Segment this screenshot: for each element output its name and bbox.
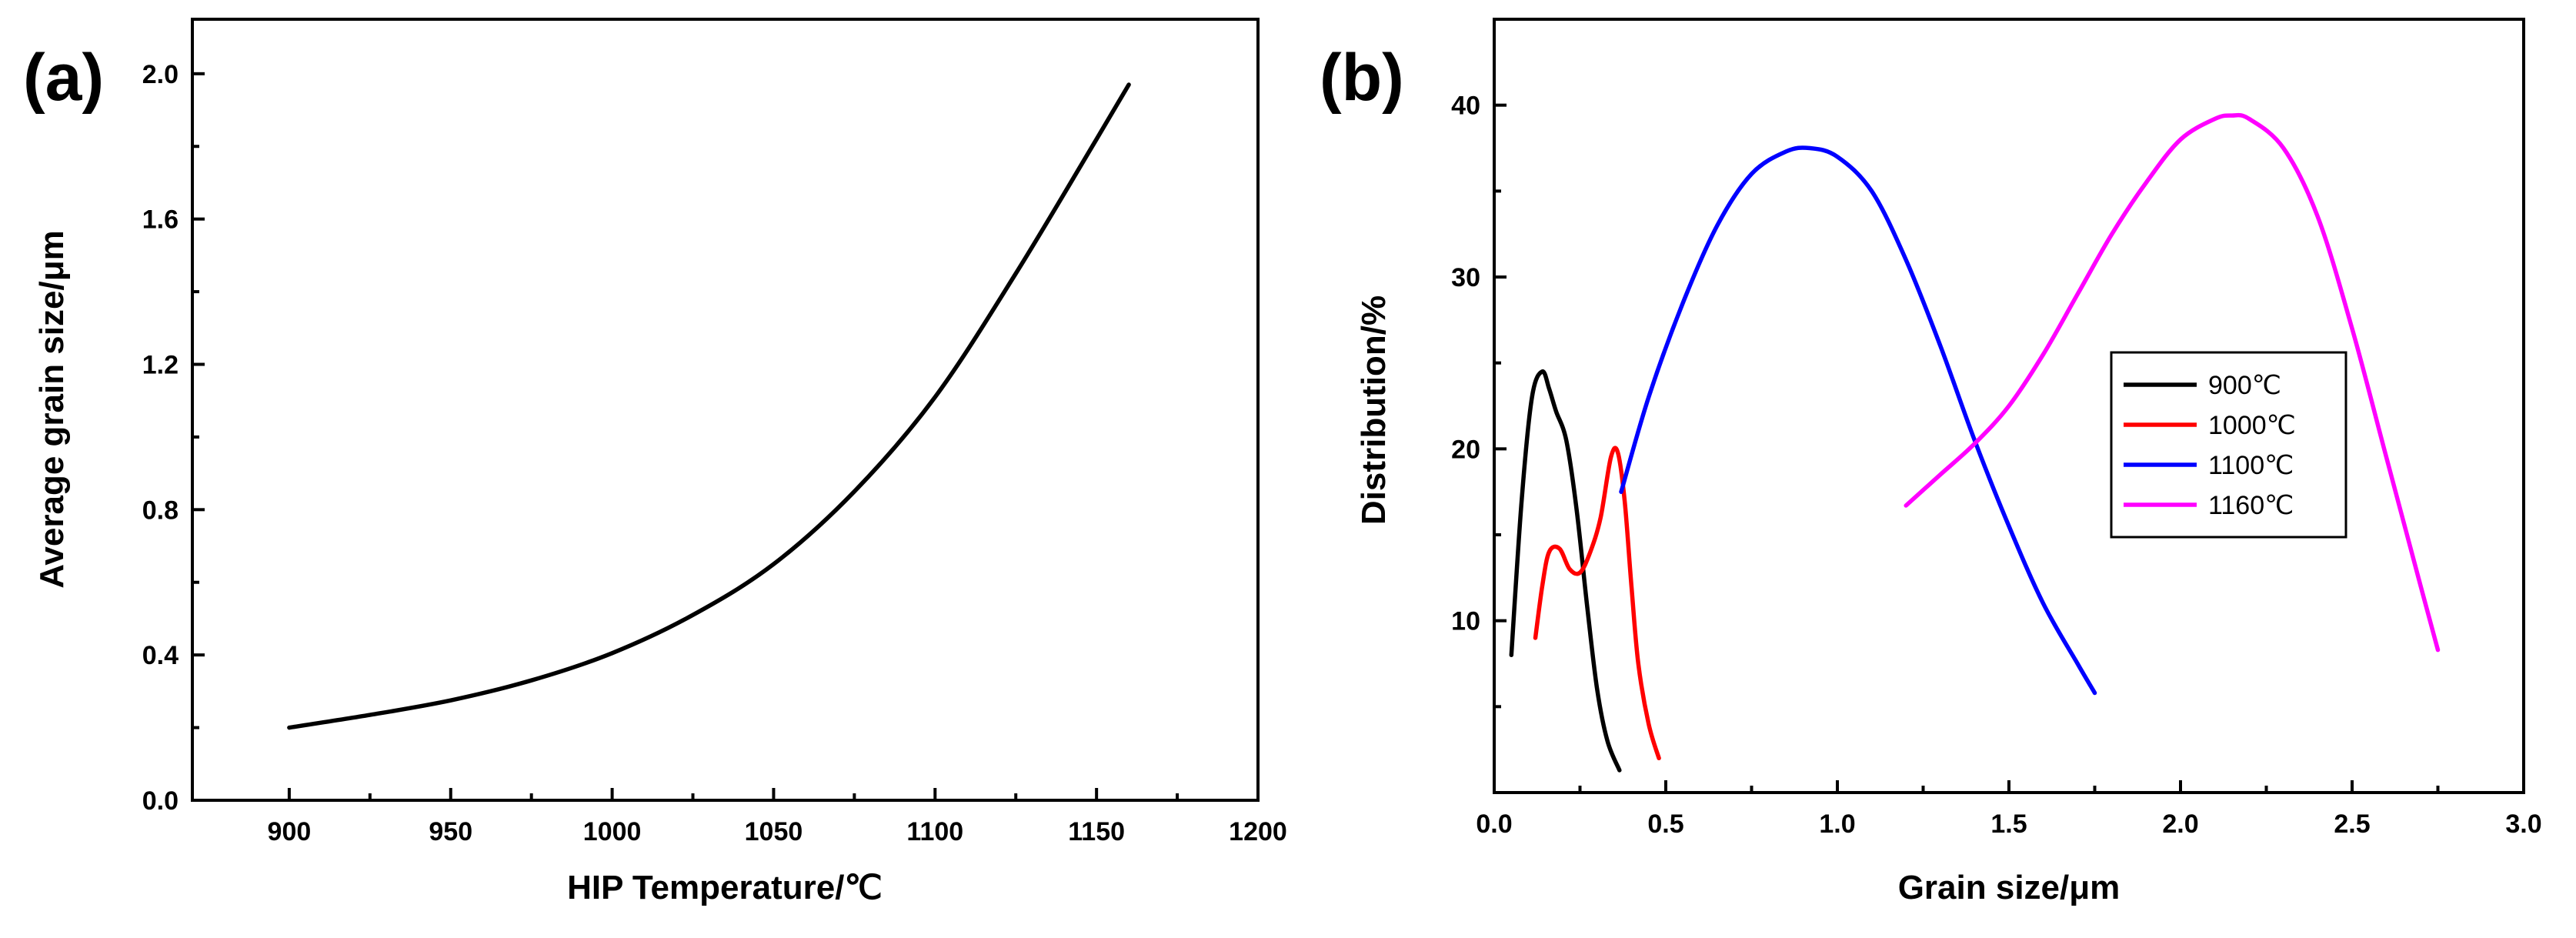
- panel-a-series-line-1: [287, 82, 1131, 730]
- panel-a: (a) 900 950 1000 1050 1100 1150 1200 0.0 0.4 0.8…: [23, 18, 1287, 906]
- panel-a-x-tick-label: 1100: [906, 817, 963, 846]
- panel-a-y-tick-label: 0.8: [142, 496, 179, 525]
- panel-a-x-tick-label: 950: [429, 817, 472, 846]
- panel-b-x-tick-label: 1.0: [1819, 809, 1855, 839]
- legend-label-2: 1000℃: [2208, 411, 2296, 440]
- panel-b-x-tick-label: 2.0: [2162, 809, 2198, 839]
- panel-a-x-tick-label: 1200: [1229, 817, 1287, 846]
- panel-a-y-tick-label: 2.0: [142, 60, 179, 89]
- panel-b-y-tick-label: 10: [1451, 607, 1480, 636]
- panel-b-y-axis-title: Distribution/%: [1355, 295, 1393, 525]
- panel-a-frame: [191, 18, 1260, 802]
- panel-a-y-tick-label: 0.0: [142, 786, 179, 816]
- legend-label-1: 900℃: [2208, 371, 2281, 400]
- panel-b-x-axis-title: Grain size/μm: [1898, 869, 2121, 906]
- panel-a-x-tick-label: 1000: [583, 817, 642, 846]
- panel-b-series-line-2: [1533, 446, 1661, 761]
- panel-a-y-axis-title: Average grain size/μm: [33, 230, 71, 588]
- panel-a-y-tick-label: 1.2: [142, 350, 179, 379]
- panel-b-x-tick-label: 3.0: [2505, 809, 2541, 839]
- panel-b-y-tick-label: 40: [1451, 92, 1480, 121]
- panel-b: (b) 0.0 0.5 1.0 1.5 2.0 2.5 3.0 10 20 30 40 Grain…: [1320, 18, 2542, 906]
- panel-b-x-tick-label: 0.0: [1476, 809, 1512, 839]
- panel-a-x-axis-title: HIP Temperature/℃: [567, 869, 883, 906]
- panel-b-series-line-1: [1509, 369, 1622, 773]
- panel-b-y-tick-label: 20: [1451, 435, 1480, 464]
- panel-b-x-tick-label: 0.5: [1647, 809, 1683, 839]
- panel-a-label: (a): [23, 41, 104, 115]
- panel-b-label: (b): [1320, 41, 1404, 115]
- panel-b-y-tick-label: 30: [1451, 263, 1480, 292]
- panel-a-y-tick-label: 1.6: [142, 205, 179, 235]
- panel-b-series-line-3: [1619, 145, 2097, 696]
- panel-a-x-tick-label: 1150: [1068, 817, 1125, 846]
- panel-b-x-tick-label: 2.5: [2334, 809, 2370, 839]
- panel-b-series-line-4: [1904, 112, 2441, 653]
- panel-b-x-tick-label: 1.5: [1990, 809, 2027, 839]
- panel-a-x-tick-label: 900: [268, 817, 312, 846]
- panel-a-x-tick-label: 1050: [745, 817, 803, 846]
- panel-a-y-tick-label: 0.4: [142, 641, 179, 670]
- panel-b-legend: 900℃ 1000℃ 1100℃ 1160℃: [2110, 351, 2347, 539]
- legend-label-4: 1160℃: [2208, 491, 2294, 520]
- legend-label-3: 1100℃: [2208, 451, 2294, 480]
